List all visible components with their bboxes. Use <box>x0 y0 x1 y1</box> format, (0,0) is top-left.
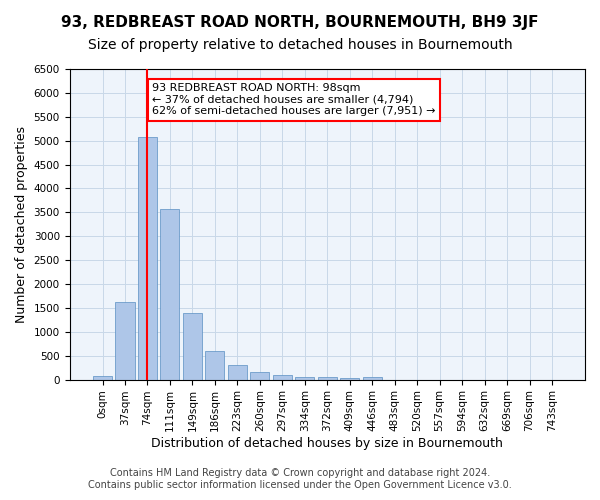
Bar <box>273 376 292 380</box>
Bar <box>295 377 314 380</box>
Bar <box>340 378 359 380</box>
Bar <box>362 376 382 380</box>
X-axis label: Distribution of detached houses by size in Bournemouth: Distribution of detached houses by size … <box>151 437 503 450</box>
Text: 93 REDBREAST ROAD NORTH: 98sqm
← 37% of detached houses are smaller (4,794)
62% : 93 REDBREAST ROAD NORTH: 98sqm ← 37% of … <box>152 83 436 116</box>
Text: 93, REDBREAST ROAD NORTH, BOURNEMOUTH, BH9 3JF: 93, REDBREAST ROAD NORTH, BOURNEMOUTH, B… <box>61 15 539 30</box>
Text: Size of property relative to detached houses in Bournemouth: Size of property relative to detached ho… <box>88 38 512 52</box>
Bar <box>250 372 269 380</box>
Bar <box>93 376 112 380</box>
Bar <box>115 302 134 380</box>
Bar <box>205 352 224 380</box>
Bar <box>318 376 337 380</box>
Text: Contains HM Land Registry data © Crown copyright and database right 2024.
Contai: Contains HM Land Registry data © Crown c… <box>88 468 512 490</box>
Y-axis label: Number of detached properties: Number of detached properties <box>15 126 28 323</box>
Bar <box>138 137 157 380</box>
Bar <box>160 208 179 380</box>
Bar <box>228 366 247 380</box>
Bar <box>183 312 202 380</box>
